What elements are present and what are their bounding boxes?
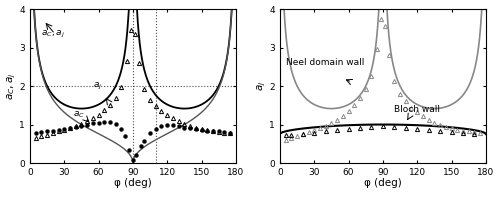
X-axis label: φ (deg): φ (deg) <box>364 178 402 188</box>
Text: Neel domain wall: Neel domain wall <box>286 58 364 67</box>
X-axis label: φ (deg): φ (deg) <box>114 178 152 188</box>
Text: $a_C$: $a_C$ <box>74 109 86 120</box>
Text: Bloch wall: Bloch wall <box>394 105 440 114</box>
Y-axis label: $a_j$: $a_j$ <box>256 81 268 91</box>
Text: $a_C, a_j$: $a_C, a_j$ <box>42 29 66 41</box>
Text: $a_j$: $a_j$ <box>93 81 102 92</box>
Y-axis label: $a_C, a_j$: $a_C, a_j$ <box>6 72 18 100</box>
